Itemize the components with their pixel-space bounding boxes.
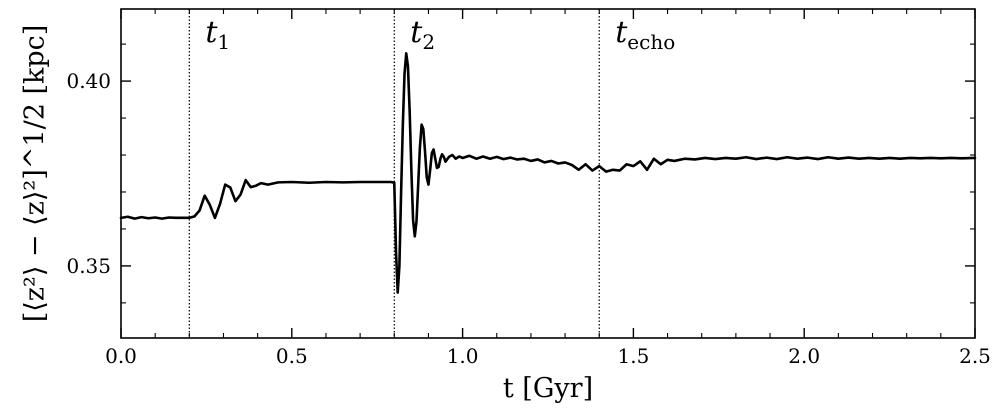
- y-tick-label: 0.35: [66, 254, 111, 278]
- vertical-lines: [188, 9, 600, 338]
- x-tick-label: 0.5: [276, 344, 308, 368]
- y-tick-label: 0.40: [66, 69, 111, 93]
- y-axis-label: [⟨z²⟩ − ⟨z⟩²]^1/2 [kpc]: [20, 25, 51, 323]
- x-tick-labels: 0.0 0.5 1.0 1.5 2.0 2.5: [105, 344, 991, 368]
- major-ticks: [120, 9, 976, 338]
- y-tick-labels: 0.35 0.40: [66, 69, 111, 278]
- x-tick-label: 1.0: [447, 344, 479, 368]
- event-label: t2: [410, 15, 435, 54]
- x-axis-label: t [Gyr]: [503, 373, 593, 404]
- plot-frame: [120, 8, 976, 339]
- event-label: techo: [615, 15, 675, 54]
- series: [119, 52, 977, 294]
- annotations: t1 t2 techo: [205, 15, 675, 54]
- x-tick-label: 2.0: [788, 344, 820, 368]
- x-tick-label: 1.5: [617, 344, 649, 368]
- minor-ticks: [121, 9, 975, 338]
- event-label: t1: [205, 15, 230, 54]
- x-tick-label: 0.0: [105, 344, 137, 368]
- x-tick-label: 2.5: [959, 344, 991, 368]
- series-line: [119, 52, 977, 294]
